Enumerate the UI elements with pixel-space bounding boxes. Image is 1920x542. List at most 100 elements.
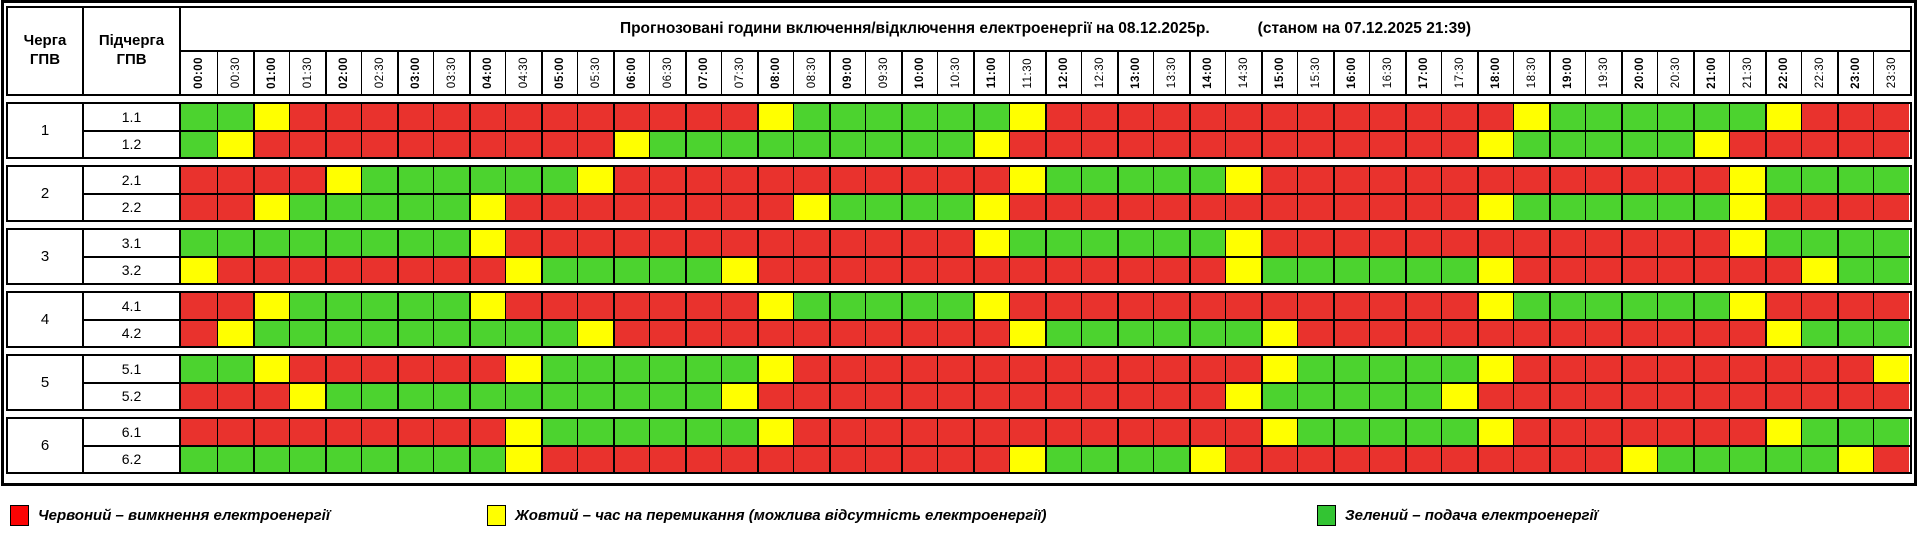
schedule-cell xyxy=(1297,167,1333,193)
schedule-cell xyxy=(1477,131,1513,157)
schedule-cell xyxy=(1693,446,1729,472)
schedule-cell xyxy=(721,257,757,283)
schedule-cell xyxy=(1837,131,1873,157)
schedule-cell xyxy=(1585,383,1621,409)
time-label: 19:00 xyxy=(1549,52,1585,94)
schedule-cell xyxy=(1009,104,1045,130)
schedule-cell xyxy=(649,356,685,382)
time-label: 22:00 xyxy=(1765,52,1801,94)
time-label: 09:30 xyxy=(865,52,901,94)
schedule-cell xyxy=(865,446,901,472)
schedule-cell xyxy=(1045,167,1081,193)
schedule-cell xyxy=(1765,257,1801,283)
schedule-cell xyxy=(757,383,793,409)
schedule-cell xyxy=(865,104,901,130)
schedule-cell xyxy=(253,257,289,283)
schedule-cell xyxy=(1225,194,1261,220)
schedule-cell xyxy=(397,257,433,283)
schedule-cell xyxy=(613,293,649,319)
schedule-cell xyxy=(1009,383,1045,409)
slots-column xyxy=(181,167,1910,220)
schedule-cell xyxy=(253,356,289,382)
schedule-cell xyxy=(829,131,865,157)
schedule-cell xyxy=(1189,446,1225,472)
schedule-cell xyxy=(181,419,217,445)
schedule-cell xyxy=(757,419,793,445)
schedule-cell xyxy=(1585,419,1621,445)
schedule-cell xyxy=(973,293,1009,319)
schedule-cell xyxy=(1441,167,1477,193)
schedule-cell xyxy=(1045,194,1081,220)
schedule-cell xyxy=(289,419,325,445)
schedule-cell xyxy=(1585,320,1621,346)
schedule-cell xyxy=(1153,446,1189,472)
schedule-cell xyxy=(649,293,685,319)
slots-column xyxy=(181,293,1910,346)
schedule-cell xyxy=(1153,131,1189,157)
schedule-cell xyxy=(757,230,793,256)
schedule-cell xyxy=(1117,446,1153,472)
schedule-cell xyxy=(1189,104,1225,130)
schedule-cell xyxy=(1333,230,1369,256)
time-label: 18:00 xyxy=(1477,52,1513,94)
schedule-cell xyxy=(613,419,649,445)
schedule-cell xyxy=(1045,419,1081,445)
schedule-cell xyxy=(1369,257,1405,283)
schedule-cell xyxy=(1837,104,1873,130)
schedule-cell xyxy=(1297,131,1333,157)
schedule-cell xyxy=(469,230,505,256)
schedule-cell xyxy=(577,383,613,409)
time-label: 04:00 xyxy=(469,52,505,94)
schedule-cell xyxy=(1549,446,1585,472)
schedule-cell xyxy=(181,446,217,472)
schedule-cell xyxy=(1045,383,1081,409)
schedule-cell xyxy=(181,194,217,220)
schedule-cell xyxy=(397,320,433,346)
schedule-cell xyxy=(1045,356,1081,382)
schedule-cell xyxy=(1225,131,1261,157)
schedule-cell xyxy=(1297,419,1333,445)
subqueue-label: 2.1 xyxy=(84,167,179,195)
schedule-cell xyxy=(1297,356,1333,382)
schedule-cell xyxy=(1225,419,1261,445)
schedule-cell xyxy=(1729,194,1765,220)
schedule-cell xyxy=(757,446,793,472)
schedule-cell xyxy=(361,230,397,256)
schedule-cell xyxy=(1873,356,1909,382)
time-label: 16:30 xyxy=(1369,52,1405,94)
schedule-cell xyxy=(1801,230,1837,256)
schedule-cell xyxy=(1585,230,1621,256)
schedule-cell xyxy=(1621,131,1657,157)
schedule-cell xyxy=(1729,104,1765,130)
schedule-cell xyxy=(1189,257,1225,283)
schedule-cell xyxy=(757,320,793,346)
schedule-cell xyxy=(685,104,721,130)
schedule-cell xyxy=(901,230,937,256)
schedule-cell xyxy=(1117,131,1153,157)
schedule-cell xyxy=(253,167,289,193)
schedule-cell xyxy=(1765,446,1801,472)
schedule-cell xyxy=(1189,293,1225,319)
time-label: 23:00 xyxy=(1837,52,1873,94)
legend-label: Жовтий – час на перемикання (можлива від… xyxy=(515,506,1047,524)
schedule-cell xyxy=(217,419,253,445)
schedule-cell xyxy=(1441,320,1477,346)
schedule-cell xyxy=(217,446,253,472)
schedule-cell xyxy=(1837,356,1873,382)
queue-group: 5 5.1 5.2 xyxy=(6,354,1912,411)
schedule-cell xyxy=(1621,383,1657,409)
schedule-cell xyxy=(1441,446,1477,472)
queue-number: 6 xyxy=(8,419,84,472)
queue-number: 4 xyxy=(8,293,84,346)
schedule-cell xyxy=(829,257,865,283)
schedule-cell xyxy=(1405,167,1441,193)
schedule-cell xyxy=(1261,356,1297,382)
subqueue-label: 6.2 xyxy=(121,451,142,468)
schedule-cell xyxy=(1117,356,1153,382)
schedule-cell xyxy=(1081,419,1117,445)
schedule-row xyxy=(181,320,1910,346)
schedule-cell xyxy=(1657,194,1693,220)
schedule-cell xyxy=(1153,104,1189,130)
schedule-cell xyxy=(181,356,217,382)
schedule-cell xyxy=(1153,257,1189,283)
